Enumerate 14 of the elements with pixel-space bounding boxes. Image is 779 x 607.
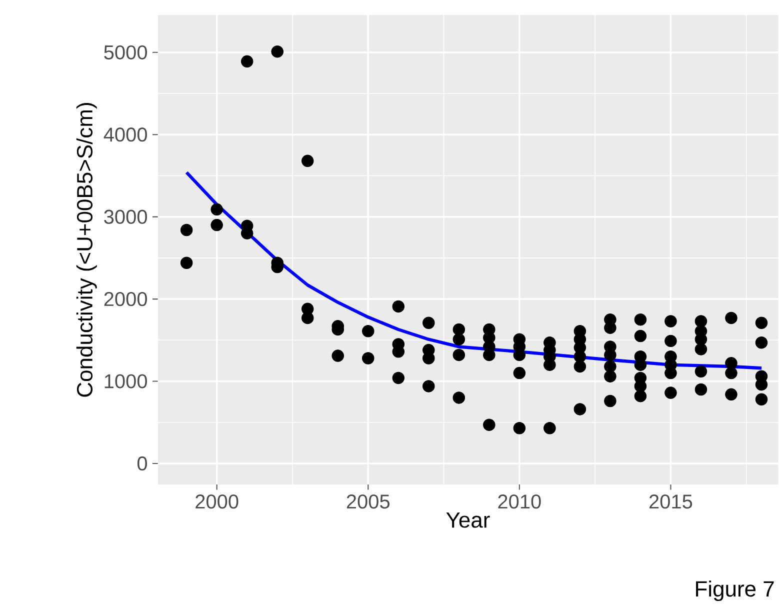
y-tick-label: 1000 <box>104 374 147 388</box>
line-series <box>184 170 764 370</box>
y-tick-label: 0 <box>137 456 148 470</box>
x-tick-label: 2010 <box>498 494 541 508</box>
x-tick-label: 2005 <box>346 494 390 508</box>
x-tick-label: 2015 <box>649 494 692 508</box>
y-axis-title: Conductivity (<U+00B5>S/cm) <box>76 102 97 397</box>
y-tick-label: 4000 <box>104 127 147 142</box>
y-tick-label: 2000 <box>104 292 147 306</box>
x-tick-label: 2000 <box>196 494 238 508</box>
x-axis-title: Year <box>446 512 490 528</box>
caption: Figure 7 <box>696 580 774 601</box>
y-tick-label: 5000 <box>104 45 147 60</box>
y-tick-label: 3000 <box>104 210 147 224</box>
